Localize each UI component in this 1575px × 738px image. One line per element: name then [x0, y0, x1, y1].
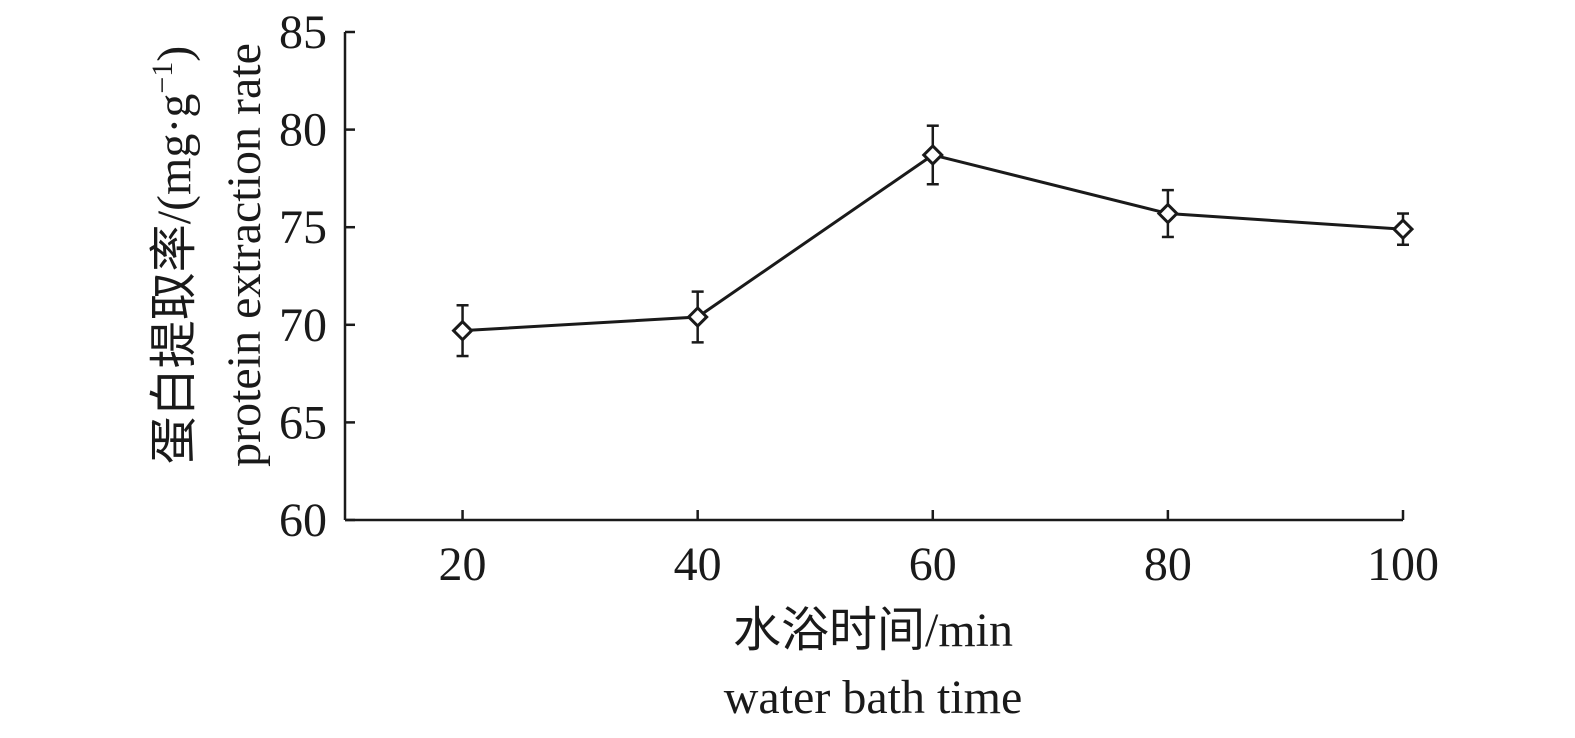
- y-axis-label-cn: 蛋白提取率/(mg·g−1): [146, 46, 201, 465]
- data-point-marker: [1156, 202, 1180, 225]
- x-tick-label: 100: [1367, 538, 1439, 591]
- data-point-marker: [451, 319, 474, 342]
- y-tick-label: 70: [279, 299, 327, 352]
- data-point-marker: [686, 305, 709, 329]
- y-tick-label: 80: [279, 104, 327, 157]
- x-tick-label: 80: [1144, 538, 1192, 591]
- axes: 60 65 70 75 80 85 20 40 60 80 100: [279, 6, 1439, 591]
- y-axis-label-en: protein extraction rate: [218, 43, 271, 467]
- data-point-marker: [921, 143, 944, 167]
- y-tick-label: 75: [279, 201, 327, 254]
- y-tick-label: 85: [279, 6, 327, 59]
- data-point-marker: [1391, 218, 1415, 241]
- y-tick-label: 65: [279, 396, 327, 449]
- x-axis-label-en: water bath time: [724, 671, 1023, 724]
- y-axis-label-cn-end: ): [148, 46, 201, 62]
- y-tick-label: 60: [279, 494, 327, 547]
- x-tick-label: 60: [909, 538, 957, 591]
- data-marks: [451, 124, 1415, 358]
- x-tick-label: 40: [674, 538, 722, 591]
- y-axis-label-cn-main: 蛋白提取率/(mg·g: [148, 94, 201, 465]
- x-tick-label: 20: [439, 538, 487, 591]
- x-axis-label-cn: 水浴时间/min: [733, 604, 1013, 657]
- y-axis-label-cn-sup: −1: [146, 62, 179, 94]
